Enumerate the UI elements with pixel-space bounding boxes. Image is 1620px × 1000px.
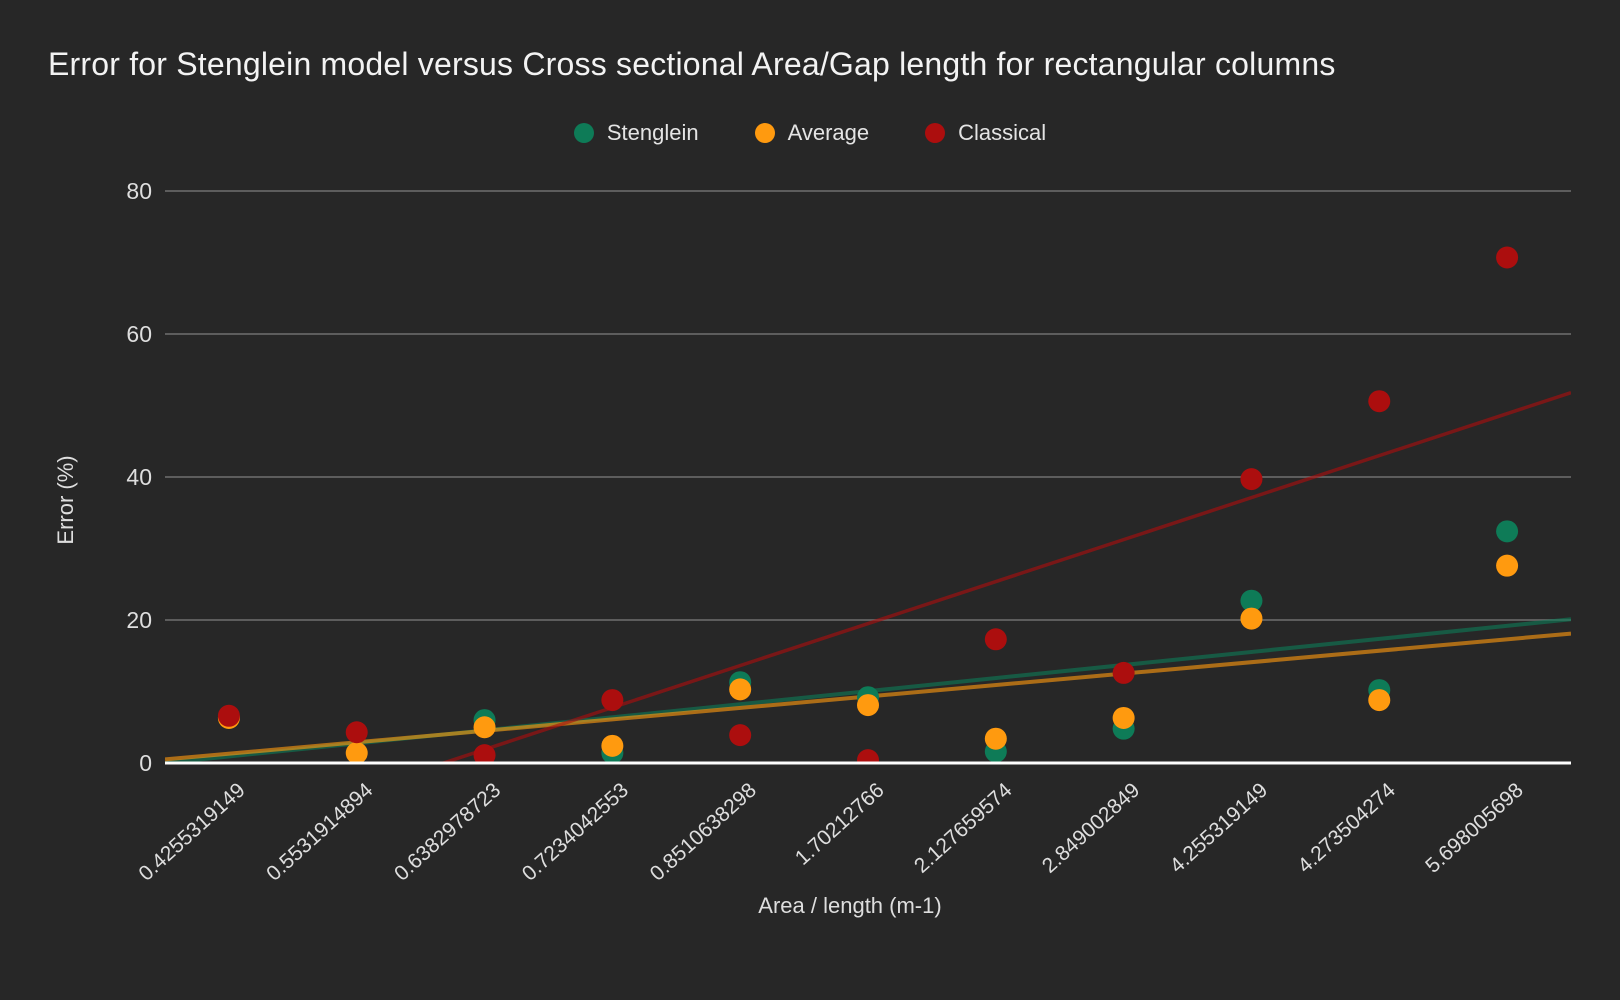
point-average-9 [1240,607,1263,630]
x-tick-label-3: 0.6382978723 [390,779,505,886]
point-classical-4 [601,689,624,712]
x-tick-label-8: 2.849002849 [1038,779,1145,878]
point-average-5 [729,678,752,701]
point-average-2 [345,741,368,764]
legend-label-stenglein: Stenglein [606,120,699,145]
chart-title: Error for Stenglein model versus Cross s… [48,46,1336,82]
point-average-6 [857,694,879,717]
legend: Stenglein Average Classical [0,120,1620,146]
point-average-7 [984,727,1007,750]
x-tick-label-7: 2.127659574 [910,778,1017,877]
points-group [217,246,1519,765]
point-classical-8 [1112,661,1135,684]
point-classical-10 [1368,390,1391,413]
x-tick-label-6: 1.70212766 [791,779,889,870]
y-tick-label-80: 80 [126,178,152,204]
x-tick-label-5: 0.8510638298 [646,779,761,886]
point-classical-7 [984,628,1007,651]
point-average-10 [1368,689,1391,712]
y-axis-title: Error (%) [53,455,78,545]
legend-marker-stenglein-icon [573,123,594,143]
y-tick-label-20: 20 [126,607,152,633]
point-average-8 [1112,706,1135,729]
legend-label-average: Average [787,120,870,145]
x-tick-label-9: 4.255319149 [1166,779,1273,878]
y-tick-label-60: 60 [126,321,152,347]
y-tick-label-0: 0 [139,750,152,776]
trendline-classical [433,390,1571,765]
point-classical-2 [345,721,368,744]
point-average-11 [1496,554,1519,577]
legend-marker-classical-icon [925,123,946,143]
legend-item-average: Average [754,120,870,146]
x-tick-label-2: 0.5531914894 [262,778,377,885]
point-classical-6 [857,749,879,765]
legend-label-classical: Classical [958,120,1047,145]
x-tick-label-10: 4.273504274 [1293,778,1400,877]
x-tick-label-11: 5.698005698 [1421,779,1528,878]
point-classical-5 [729,724,752,747]
x-tick-label-1: 0.4255319149 [134,779,249,886]
point-classical-1 [217,704,240,727]
point-stenglein-11 [1496,520,1519,543]
point-average-3 [473,716,496,739]
x-tick-label-4: 0.7234042553 [518,779,633,886]
point-stenglein-9 [1240,589,1263,612]
legend-item-stenglein: Stenglein [573,120,699,146]
point-average-4 [601,734,624,757]
y-tick-label-40: 40 [126,464,152,490]
legend-marker-average-icon [754,123,775,143]
point-classical-3 [473,744,496,765]
x-axis-title: Area / length (m-1) [758,893,942,918]
point-classical-9 [1240,468,1263,491]
legend-item-classical: Classical [925,120,1046,146]
point-classical-11 [1496,246,1519,269]
